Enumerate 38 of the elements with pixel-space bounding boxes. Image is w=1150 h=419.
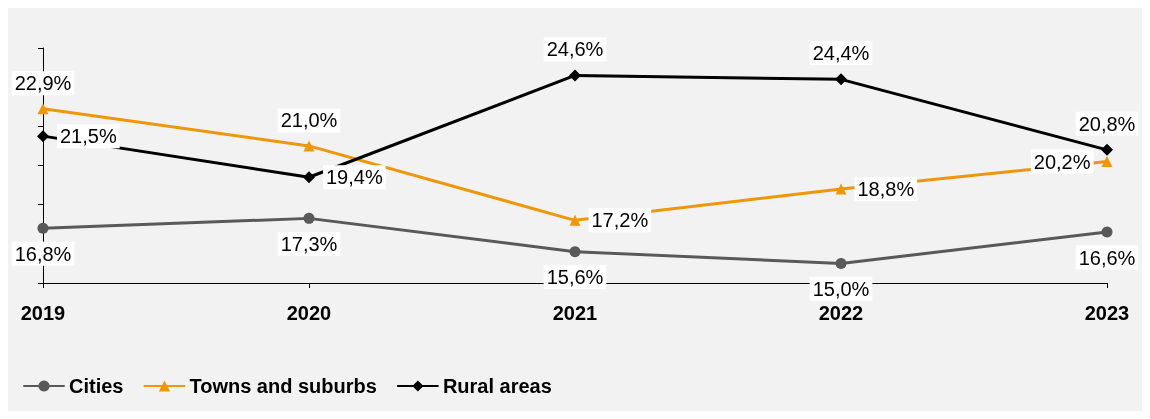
- point: [37, 222, 49, 234]
- x-tick-label: 2020: [286, 302, 332, 324]
- data-label: 21,5%: [60, 125, 117, 148]
- data-label: 16,6%: [1078, 246, 1136, 269]
- data-label: 21,0%: [280, 109, 338, 132]
- data-label: 20,2%: [1033, 150, 1091, 173]
- x-tick-label: 2022: [818, 302, 864, 324]
- data-label: 24,6%: [546, 38, 604, 61]
- data-label: 20,8%: [1078, 112, 1136, 135]
- data-label: 18,8%: [857, 178, 915, 200]
- point: [835, 73, 847, 86]
- point: [303, 171, 315, 184]
- point: [835, 183, 847, 195]
- point: [37, 103, 49, 115]
- data-label: 22,9%: [14, 72, 72, 95]
- point: [1101, 143, 1113, 156]
- point: [37, 130, 49, 143]
- data-label: 24,4%: [812, 42, 870, 65]
- data-label: 19,4%: [326, 166, 383, 189]
- point: [303, 140, 315, 152]
- point: [569, 214, 581, 226]
- point: [1101, 156, 1113, 168]
- point: [569, 69, 581, 82]
- point: [835, 257, 847, 269]
- data-label: 15,0%: [812, 277, 870, 300]
- legend-label: Cities: [69, 375, 124, 397]
- legend-label: Towns and suburbs: [189, 375, 377, 397]
- data-label: 17,3%: [280, 232, 338, 255]
- x-tick-label: 2023: [1084, 302, 1130, 324]
- x-tick-label: 2019: [20, 302, 66, 324]
- data-label: 15,6%: [546, 266, 604, 289]
- x-tick-label: 2021: [552, 302, 598, 324]
- data-label: 16,8%: [14, 242, 72, 265]
- point: [569, 246, 581, 258]
- point: [1101, 226, 1113, 238]
- legend-label: Rural areas: [442, 375, 552, 397]
- point: [303, 212, 315, 224]
- data-label: 17,2%: [591, 209, 649, 232]
